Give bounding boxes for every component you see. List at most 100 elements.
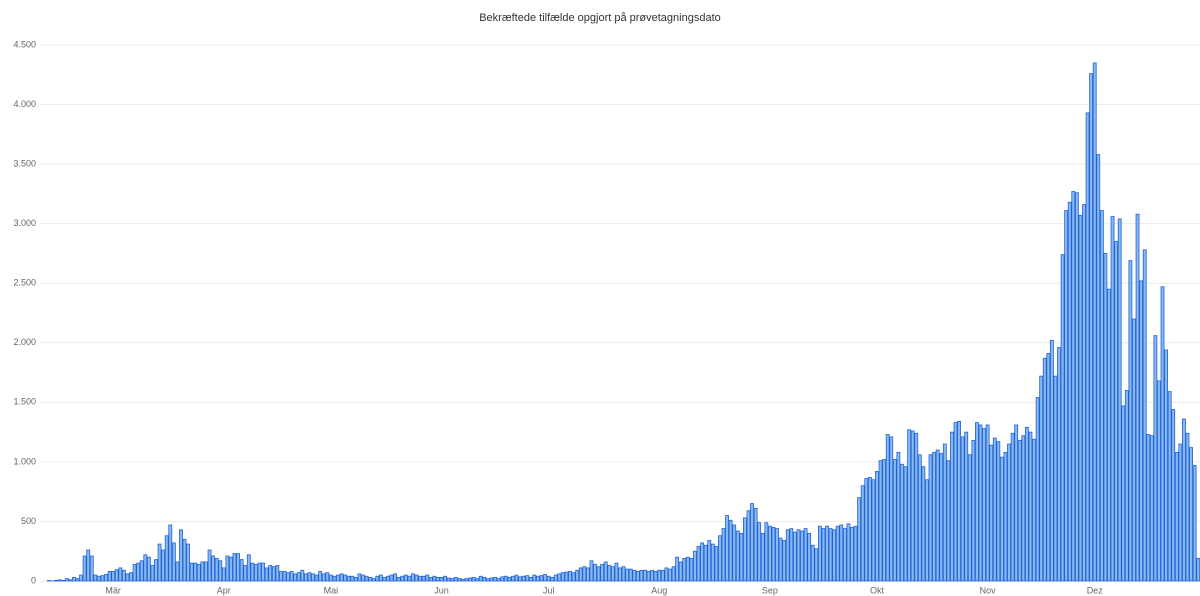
y-tick-label: 4.000: [13, 99, 36, 109]
bar: [468, 577, 472, 582]
bar: [1185, 432, 1190, 582]
bar: [682, 557, 687, 582]
bar: [532, 574, 537, 582]
bar: [257, 562, 262, 582]
bar: [321, 573, 326, 582]
bar: [714, 546, 719, 582]
bar: [710, 543, 715, 582]
bar: [764, 522, 769, 582]
bar: [204, 561, 208, 582]
bar: [268, 565, 273, 582]
bar: [336, 574, 340, 582]
bar: [1007, 443, 1011, 582]
bar: [807, 532, 812, 582]
x-tick-label: Okt: [870, 585, 885, 595]
x-tick-label: Apr: [217, 585, 231, 595]
bar: [307, 572, 312, 582]
bar: [436, 577, 440, 582]
bar: [182, 538, 187, 582]
bar: [218, 560, 223, 582]
bar: [1014, 424, 1019, 582]
bar: [1035, 397, 1040, 582]
bar: [400, 575, 405, 582]
bar: [179, 529, 183, 582]
bar: [828, 528, 833, 582]
bar: [903, 466, 908, 582]
bar: [236, 553, 240, 582]
bar: [1114, 241, 1119, 582]
bar: [482, 577, 487, 582]
bar: [678, 561, 683, 582]
bar: [885, 434, 890, 582]
bar: [275, 565, 280, 582]
bar: [418, 575, 423, 582]
bar: [550, 577, 555, 582]
bar: [64, 578, 69, 582]
bar: [668, 568, 672, 582]
bar: [653, 571, 658, 582]
bar: [753, 507, 758, 582]
bar: [121, 569, 126, 582]
bar: [129, 572, 133, 582]
bar: [1103, 253, 1108, 582]
bar: [496, 578, 501, 582]
bar: [1164, 349, 1168, 582]
bar: [1000, 456, 1004, 582]
bar: [346, 575, 351, 582]
bar: [960, 436, 965, 582]
bar: [575, 569, 580, 582]
bar: [357, 573, 362, 582]
bar: [707, 540, 712, 582]
bar: [985, 424, 990, 582]
bar: [1010, 432, 1015, 582]
bar: [168, 524, 173, 582]
bar: [325, 572, 330, 582]
bar: [475, 578, 480, 582]
bar: [596, 566, 601, 582]
bar: [896, 451, 901, 582]
bar: [61, 580, 66, 582]
bar: [835, 525, 840, 582]
bar: [978, 424, 983, 582]
bar: [967, 454, 972, 582]
bar: [1139, 280, 1144, 582]
bar: [1107, 288, 1111, 582]
bar: [610, 566, 615, 582]
bar: [304, 573, 308, 582]
bar: [161, 549, 166, 582]
bar: [139, 560, 144, 582]
bar: [675, 556, 680, 582]
bar: [189, 562, 194, 582]
bar: [96, 575, 101, 582]
bar: [175, 561, 180, 582]
bar: [332, 575, 337, 582]
bar: [1064, 210, 1069, 582]
bar: [775, 528, 779, 582]
bar: [1117, 218, 1122, 582]
bar: [696, 546, 701, 582]
x-tick-label: Jul: [543, 585, 555, 595]
bar: [143, 554, 148, 582]
bar: [489, 577, 494, 582]
bar: [193, 562, 198, 582]
bar: [889, 436, 894, 582]
bar: [932, 451, 936, 582]
bar: [735, 530, 740, 582]
bar: [910, 430, 915, 582]
bar: [871, 479, 876, 582]
bar: [221, 567, 226, 582]
bar: [1082, 204, 1086, 582]
bar: [614, 562, 619, 582]
bar: [1092, 62, 1097, 582]
bar: [585, 567, 590, 582]
bar: [693, 550, 697, 582]
bar: [500, 576, 505, 582]
bar: [507, 577, 512, 582]
y-tick-label: 500: [21, 516, 36, 526]
bar: [343, 574, 348, 582]
x-tick-label: Mär: [105, 585, 121, 595]
bar: [72, 577, 76, 582]
bar: [350, 575, 355, 582]
bar: [1060, 254, 1065, 582]
bar: [125, 573, 130, 582]
